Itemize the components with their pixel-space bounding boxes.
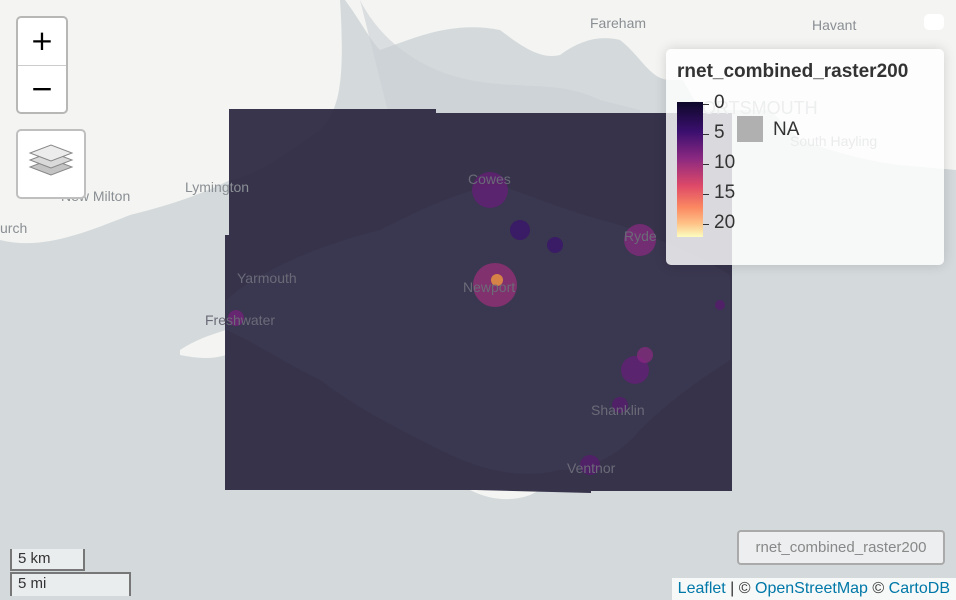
- legend-tick: [703, 104, 709, 105]
- label-lymington: Lymington: [185, 179, 249, 195]
- raster-hotspot: [228, 310, 244, 326]
- attribution-sep: | ©: [725, 580, 755, 597]
- raster-hotspot: [715, 300, 725, 310]
- label-yarmouth: Yarmouth: [237, 270, 297, 286]
- legend-tick: [703, 194, 709, 195]
- raster-hotspot: [580, 455, 600, 475]
- legend-color-ramp: [677, 102, 703, 237]
- carto-link[interactable]: CartoDB: [888, 580, 950, 597]
- raster-hotspot: [510, 220, 530, 240]
- legend-na-swatch: [737, 116, 763, 142]
- legend-tick: [703, 134, 709, 135]
- island-west-tip: [180, 330, 226, 359]
- raster-hotspot: [612, 397, 628, 413]
- legend-tick-label: 20: [714, 212, 736, 233]
- legend-tick-label: 0: [714, 92, 725, 113]
- legend-na-label: NA: [773, 119, 800, 140]
- scale-bar-km: 5 km: [10, 549, 85, 571]
- label-newport: Newport: [463, 279, 515, 295]
- layers-icon: [28, 144, 74, 176]
- label-cowes: Cowes: [468, 171, 511, 187]
- label-fareham: Fareham: [590, 15, 646, 31]
- island-shape: [226, 185, 730, 474]
- label-freshwater: Freshwater: [205, 312, 275, 328]
- legend-title: rnet_combined_raster200: [677, 61, 909, 82]
- label-shanklin: Shanklin: [591, 402, 645, 418]
- zoom-out-button[interactable]: −: [30, 72, 54, 105]
- attribution-sep: ©: [867, 580, 889, 597]
- raster-hotspot: [491, 274, 503, 286]
- legend-tick: [703, 164, 709, 165]
- raster-hotspot: [621, 356, 649, 384]
- layer-toggle[interactable]: [924, 14, 944, 30]
- attribution: Leaflet | © OpenStreetMap © CartoDB: [671, 578, 956, 600]
- osm-link[interactable]: OpenStreetMap: [755, 580, 868, 597]
- label-christchurch: urch: [0, 220, 27, 236]
- raster-hotspots: [228, 172, 725, 475]
- label-ryde: Ryde: [624, 228, 657, 244]
- layers-control-button[interactable]: [16, 129, 86, 199]
- raster-hotspot: [624, 224, 656, 256]
- raster-hotspot: [637, 347, 653, 363]
- legend-tick-label: 10: [714, 152, 736, 173]
- raster-hotspot: [547, 237, 563, 253]
- layer-name-tag: rnet_combined_raster200: [737, 530, 945, 565]
- label-havant: Havant: [812, 17, 856, 33]
- scale-bar-mi: 5 mi: [10, 572, 131, 596]
- leaflet-link[interactable]: Leaflet: [677, 580, 726, 597]
- zoom-control: + −: [16, 16, 68, 114]
- raster-hotspot: [472, 172, 508, 208]
- legend-tick-label: 5: [714, 122, 725, 143]
- island-south-tip: [470, 490, 540, 500]
- zoom-in-button[interactable]: +: [18, 18, 66, 66]
- legend-tick-label: 15: [714, 182, 736, 203]
- label-ventnor: Ventnor: [567, 460, 616, 476]
- legend-panel: rnet_combined_raster200 0 5 10 15 20 NA: [666, 49, 944, 265]
- legend-tick: [703, 224, 709, 225]
